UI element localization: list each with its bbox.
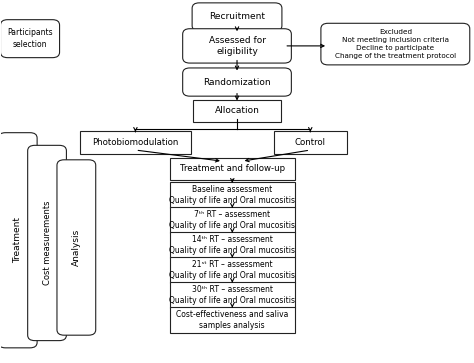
FancyBboxPatch shape xyxy=(170,232,295,258)
FancyBboxPatch shape xyxy=(321,23,470,65)
FancyBboxPatch shape xyxy=(170,182,295,208)
Text: Treatment and follow-up: Treatment and follow-up xyxy=(180,164,285,174)
Text: Cost-effectiveness and saliva
samples analysis: Cost-effectiveness and saliva samples an… xyxy=(176,310,289,330)
FancyBboxPatch shape xyxy=(193,100,281,122)
FancyBboxPatch shape xyxy=(57,160,96,335)
FancyBboxPatch shape xyxy=(0,133,37,348)
Text: 30ᵗʰ RT – assessment
Quality of life and Oral mucositis: 30ᵗʰ RT – assessment Quality of life and… xyxy=(169,285,295,305)
Text: 7ᵗʰ RT – assessment
Quality of life and Oral mucositis: 7ᵗʰ RT – assessment Quality of life and … xyxy=(169,210,295,231)
Text: Treatment: Treatment xyxy=(13,217,22,263)
FancyBboxPatch shape xyxy=(273,131,347,154)
Text: Excluded
Not meeting inclusion criteria
Decline to participate
Change of the tre: Excluded Not meeting inclusion criteria … xyxy=(335,29,456,59)
FancyBboxPatch shape xyxy=(182,29,292,63)
FancyBboxPatch shape xyxy=(27,145,66,340)
Text: Participants
selection: Participants selection xyxy=(7,28,53,49)
Text: Control: Control xyxy=(295,138,326,147)
Text: 21ˢᵗ RT – assessment
Quality of life and Oral mucositis: 21ˢᵗ RT – assessment Quality of life and… xyxy=(169,260,295,280)
Text: Recruitment: Recruitment xyxy=(209,12,265,21)
FancyBboxPatch shape xyxy=(170,207,295,233)
Text: Randomization: Randomization xyxy=(203,78,271,86)
Text: Cost measurements: Cost measurements xyxy=(43,201,52,285)
FancyBboxPatch shape xyxy=(192,3,282,31)
Text: 14ᵗʰ RT – assessment
Quality of life and Oral mucositis: 14ᵗʰ RT – assessment Quality of life and… xyxy=(169,235,295,255)
FancyBboxPatch shape xyxy=(170,307,295,333)
FancyBboxPatch shape xyxy=(0,20,60,58)
Text: Baseline assessment
Quality of life and Oral mucositis: Baseline assessment Quality of life and … xyxy=(169,185,295,205)
Text: Allocation: Allocation xyxy=(215,106,259,115)
FancyBboxPatch shape xyxy=(182,68,292,96)
FancyBboxPatch shape xyxy=(170,257,295,283)
FancyBboxPatch shape xyxy=(170,282,295,308)
FancyBboxPatch shape xyxy=(170,158,295,180)
Text: Photobiomodulation: Photobiomodulation xyxy=(92,138,179,147)
Text: Analysis: Analysis xyxy=(72,229,81,266)
FancyBboxPatch shape xyxy=(80,131,191,154)
Text: Assessed for
eligibility: Assessed for eligibility xyxy=(209,36,265,56)
